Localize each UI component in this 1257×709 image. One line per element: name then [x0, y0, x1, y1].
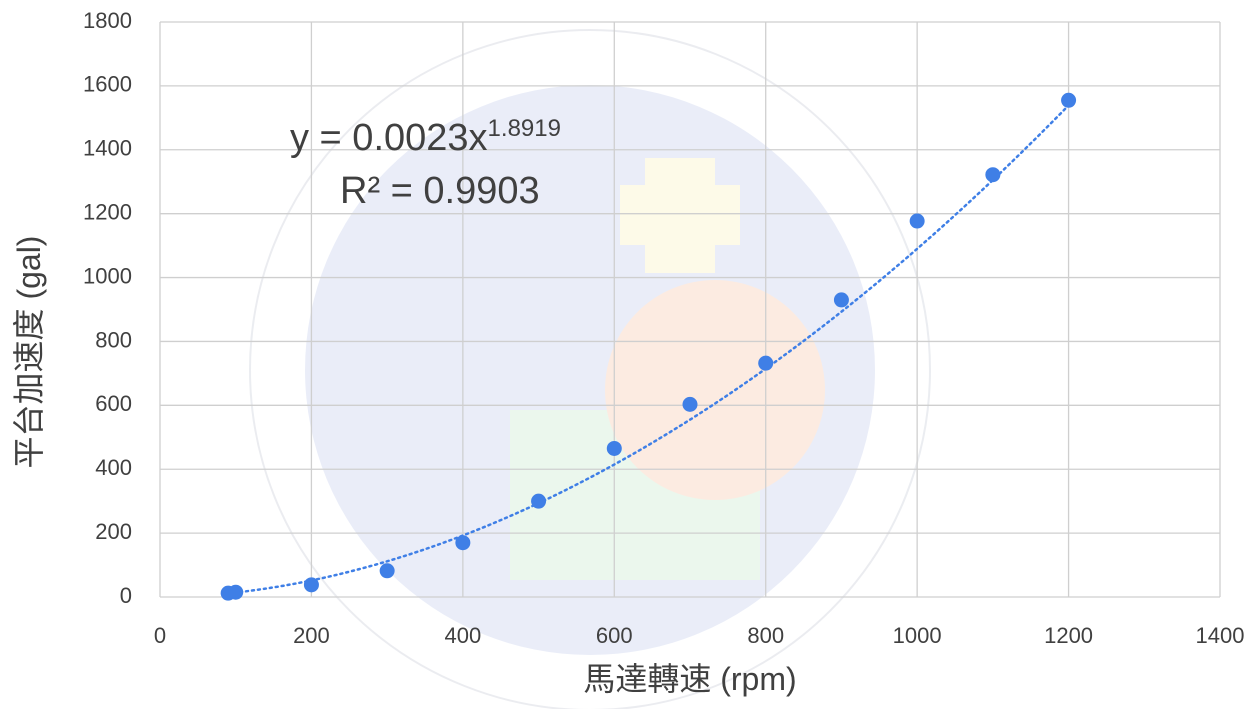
y-tick-label: 0 [120, 583, 132, 608]
watermark-cross [620, 185, 740, 245]
data-point [758, 355, 774, 371]
trendline-equation: y = 0.0023x1.8919 [290, 115, 561, 159]
equation-base: y = 0.0023x [290, 117, 488, 159]
x-tick-label: 400 [444, 623, 481, 648]
watermark [249, 29, 931, 709]
x-axis-title: 馬達轉速 (rpm) [583, 661, 796, 697]
data-point [909, 213, 925, 229]
data-point [682, 396, 698, 412]
data-point [379, 563, 395, 579]
y-tick-label: 1000 [83, 263, 132, 288]
data-point [606, 440, 622, 456]
y-tick-label: 1200 [83, 199, 132, 224]
data-point [1061, 92, 1077, 108]
y-tick-label: 600 [95, 391, 132, 416]
data-point [985, 167, 1001, 183]
x-tick-label: 200 [293, 623, 330, 648]
r-squared: R² = 0.9903 [340, 170, 540, 212]
x-tick-label: 1000 [893, 623, 942, 648]
data-point [833, 292, 849, 308]
x-tick-label: 800 [747, 623, 784, 648]
watermark-ring [249, 29, 931, 709]
trendline [226, 104, 1070, 595]
data-point [228, 584, 244, 600]
watermark-s [605, 280, 825, 500]
y-tick-label: 1800 [83, 8, 132, 33]
x-tick-label: 1400 [1196, 623, 1245, 648]
data-point [455, 535, 471, 551]
x-tick-label: 1200 [1044, 623, 1093, 648]
data-point [531, 493, 547, 509]
y-axis-title: 平台加速度 (gal) [11, 236, 47, 469]
y-tick-label: 400 [95, 455, 132, 480]
data-point [303, 577, 319, 593]
y-tick-label: 800 [95, 327, 132, 352]
y-tick-label: 1400 [83, 136, 132, 161]
x-tick-label: 600 [596, 623, 633, 648]
y-tick-label: 200 [95, 519, 132, 544]
x-tick-label: 0 [154, 623, 166, 648]
equation-exponent: 1.8919 [488, 115, 561, 142]
y-tick-label: 1600 [83, 72, 132, 97]
